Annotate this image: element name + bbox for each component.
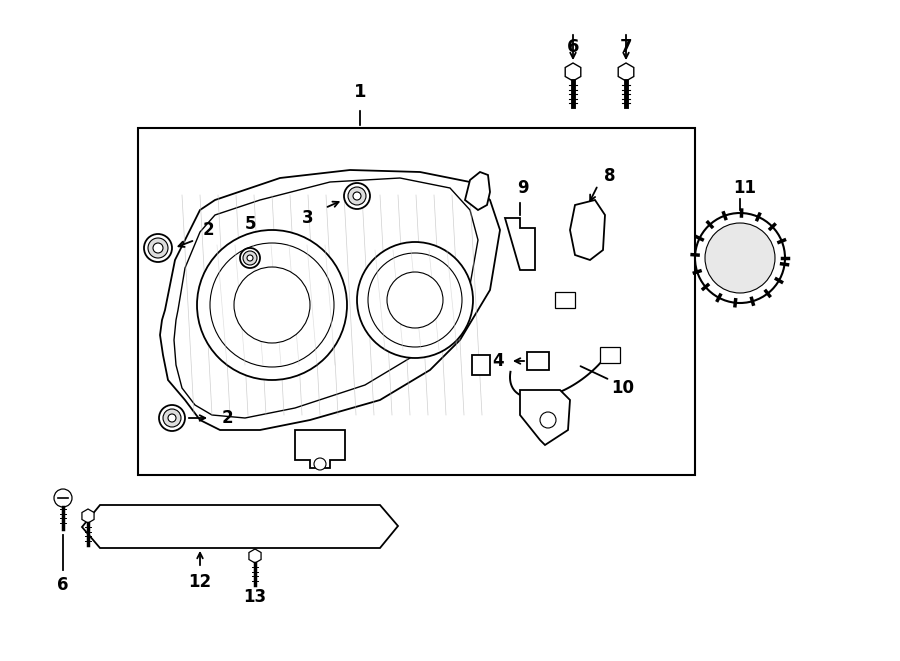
Text: 9: 9: [518, 179, 529, 197]
Circle shape: [168, 414, 176, 422]
Polygon shape: [174, 178, 478, 418]
Circle shape: [159, 405, 185, 431]
Bar: [600, 347, 620, 363]
Circle shape: [540, 412, 556, 428]
Text: 13: 13: [243, 588, 266, 606]
Text: 7: 7: [620, 38, 632, 56]
Bar: [138, 128, 695, 475]
Circle shape: [387, 272, 443, 328]
Circle shape: [695, 213, 785, 303]
Polygon shape: [505, 218, 535, 270]
Circle shape: [197, 230, 347, 380]
Circle shape: [705, 223, 775, 293]
Text: 2: 2: [202, 221, 214, 239]
Circle shape: [54, 489, 72, 507]
Text: 1: 1: [354, 83, 366, 101]
Polygon shape: [82, 505, 398, 548]
Text: 11: 11: [734, 179, 757, 197]
Text: 4: 4: [492, 352, 504, 370]
Polygon shape: [618, 63, 634, 81]
Circle shape: [148, 238, 168, 258]
Polygon shape: [565, 63, 581, 81]
Circle shape: [314, 458, 326, 470]
Text: 12: 12: [188, 573, 212, 591]
Circle shape: [348, 187, 366, 205]
Text: 3: 3: [302, 209, 314, 227]
Text: 10: 10: [611, 379, 634, 397]
Text: 8: 8: [604, 167, 616, 185]
Circle shape: [144, 234, 172, 262]
Polygon shape: [472, 355, 490, 375]
Circle shape: [368, 253, 462, 347]
Polygon shape: [82, 509, 94, 523]
Circle shape: [357, 242, 473, 358]
Circle shape: [247, 255, 253, 261]
Circle shape: [240, 248, 260, 268]
Circle shape: [163, 409, 181, 427]
Polygon shape: [295, 430, 345, 468]
Bar: [555, 292, 575, 308]
Text: 5: 5: [244, 215, 256, 233]
Circle shape: [234, 267, 310, 343]
Circle shape: [153, 243, 163, 253]
Text: 6: 6: [567, 38, 580, 56]
Circle shape: [344, 183, 370, 209]
Bar: [527, 352, 549, 370]
Polygon shape: [160, 170, 500, 430]
Text: 6: 6: [58, 576, 68, 594]
Circle shape: [353, 192, 361, 200]
Polygon shape: [465, 172, 490, 210]
Text: 2: 2: [222, 409, 234, 427]
Polygon shape: [570, 200, 605, 260]
Circle shape: [210, 243, 334, 367]
Circle shape: [243, 251, 257, 265]
Polygon shape: [249, 549, 261, 563]
Polygon shape: [520, 390, 570, 445]
